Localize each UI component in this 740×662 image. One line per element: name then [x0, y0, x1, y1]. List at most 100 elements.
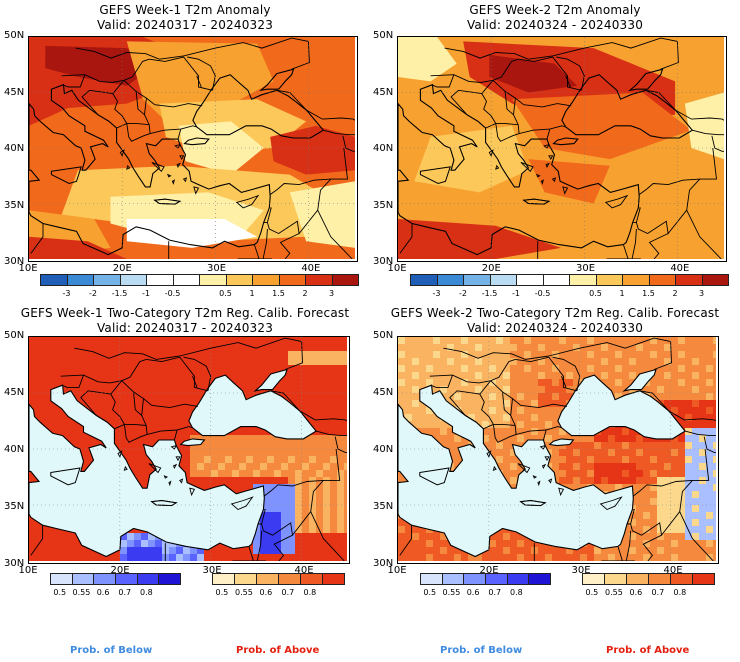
probability-cell — [559, 344, 567, 352]
probability-cell — [699, 365, 707, 373]
probability-cell — [43, 400, 51, 408]
probability-cell — [204, 554, 212, 561]
probability-cell — [309, 386, 317, 394]
probability-cell — [566, 386, 574, 394]
country-border — [315, 430, 347, 437]
probability-cell — [337, 386, 345, 394]
probability-cell — [496, 351, 504, 359]
probability-cell — [608, 337, 616, 345]
probability-cell — [706, 547, 714, 555]
probability-cell — [601, 435, 609, 443]
probability-cell — [281, 519, 289, 527]
probability-cell — [295, 393, 303, 401]
probability-cell — [323, 484, 331, 492]
probability-cell — [127, 435, 135, 443]
probability-cell — [120, 400, 128, 408]
island-coastline — [486, 450, 492, 458]
probability-cell — [489, 365, 497, 373]
probability-cell — [169, 344, 177, 352]
probability-cell — [650, 540, 658, 548]
probability-cell — [671, 498, 679, 506]
probability-cell — [169, 421, 177, 429]
probability-cell — [260, 442, 268, 450]
probability-cell — [155, 407, 163, 415]
probability-cell — [337, 379, 345, 387]
probability-cell — [330, 344, 338, 352]
black-coastline — [188, 374, 317, 440]
probability-cell — [99, 400, 107, 408]
probability-cell — [225, 463, 233, 471]
country-border — [133, 391, 142, 416]
probability-cell — [260, 540, 268, 548]
probability-cell — [433, 533, 441, 541]
probability-cell — [636, 519, 644, 527]
probability-cell — [699, 442, 707, 450]
probability-cell — [57, 414, 65, 422]
black-coastline — [192, 74, 325, 139]
probability-cell — [643, 540, 651, 548]
probability-cell — [517, 414, 525, 422]
probability-cell — [706, 414, 714, 422]
anomaly-patch — [45, 45, 153, 86]
probability-cell — [671, 491, 679, 499]
colorbar-swatch — [322, 573, 345, 585]
probability-cell — [29, 526, 37, 534]
longitude-label: 40E — [294, 565, 314, 576]
probability-cell — [85, 337, 93, 345]
probability-cell — [316, 421, 324, 429]
probability-cell — [148, 337, 156, 345]
probability-cell — [92, 372, 100, 380]
probability-cell — [71, 421, 79, 429]
probability-cell — [302, 456, 310, 464]
probability-cell — [344, 337, 347, 345]
probability-cell — [218, 344, 226, 352]
probability-cell — [85, 435, 93, 443]
probability-cell — [267, 512, 275, 520]
probability-cell — [517, 351, 525, 359]
country-border — [273, 534, 293, 561]
colorbar-swatch — [93, 573, 116, 585]
probability-cell — [309, 540, 317, 548]
probability-cell — [678, 414, 686, 422]
probability-cell — [106, 386, 114, 394]
probability-cell — [288, 463, 296, 471]
probability-cell — [232, 442, 240, 450]
probability-cell — [344, 491, 347, 499]
probability-cell — [412, 547, 420, 555]
probability-cell — [685, 435, 693, 443]
probability-cell — [601, 379, 609, 387]
probability-cell — [692, 484, 700, 492]
probability-cell — [204, 351, 212, 359]
probability-cell — [552, 351, 560, 359]
country-border — [124, 423, 147, 426]
probability-cell — [608, 344, 616, 352]
probability-cell — [573, 358, 581, 366]
probability-cell — [246, 449, 254, 457]
probability-cell — [211, 358, 219, 366]
probability-cell — [50, 526, 58, 534]
med-coastline — [398, 384, 634, 558]
probability-cell — [316, 337, 324, 345]
anomaly-patch — [289, 181, 355, 248]
probability-cell — [218, 358, 226, 366]
probability-cell — [281, 449, 289, 457]
probability-cell — [650, 484, 658, 492]
week1-probability-map — [28, 336, 350, 564]
probability-cell — [155, 400, 163, 408]
probability-cell — [657, 533, 665, 541]
probability-cell — [419, 540, 427, 548]
probability-cell — [316, 358, 324, 366]
probability-cell — [405, 414, 413, 422]
anomaly-patch — [512, 92, 692, 160]
probability-cell — [120, 414, 128, 422]
probability-cell — [503, 393, 511, 401]
probability-cell — [281, 379, 289, 387]
probability-cell — [468, 337, 476, 345]
probability-cell — [517, 386, 525, 394]
probability-cell — [608, 554, 616, 561]
probability-cell — [650, 477, 658, 485]
probability-cell — [309, 337, 317, 345]
probability-cell — [134, 442, 142, 450]
probability-cell — [552, 379, 560, 387]
probability-cell — [323, 540, 331, 548]
